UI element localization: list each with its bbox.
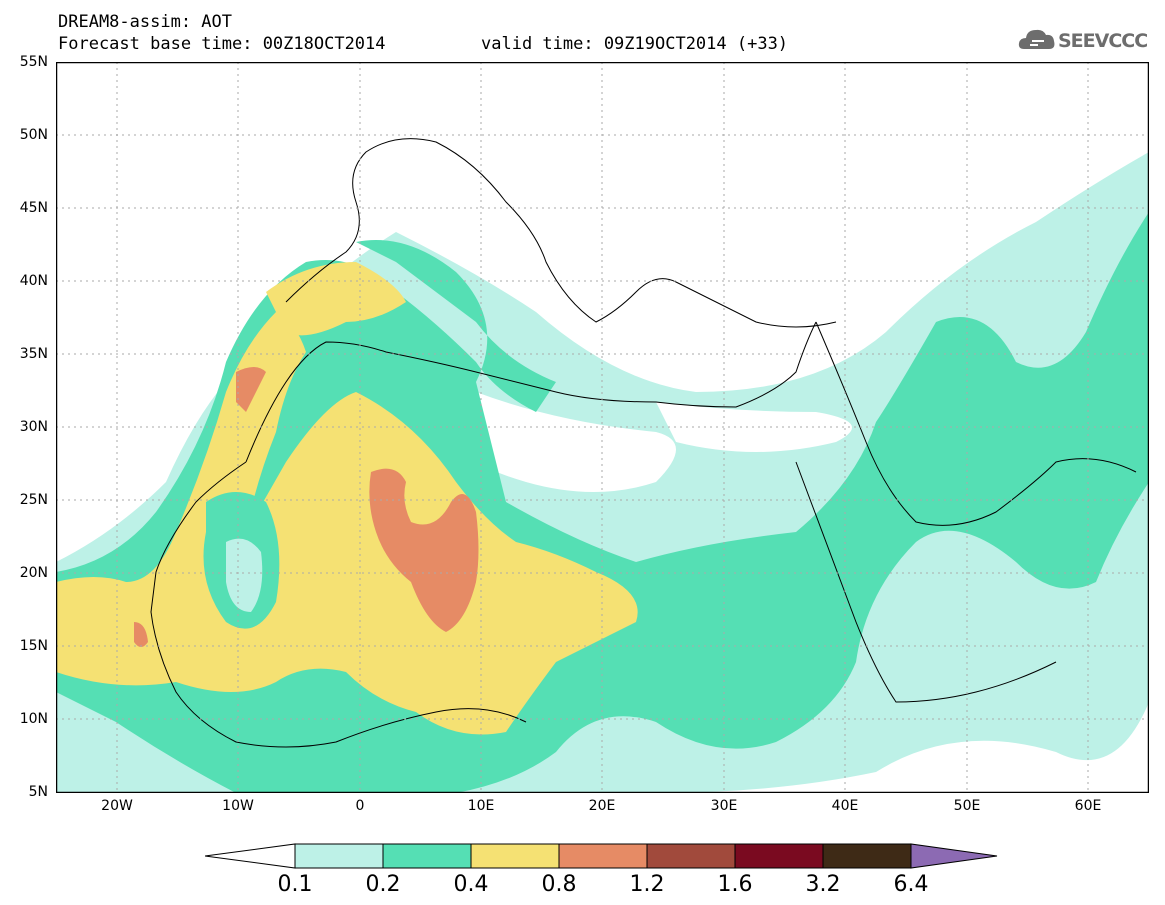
colorbar-label: 0.1	[277, 872, 313, 897]
colorbar-seg-6	[734, 843, 824, 869]
lon-label: 20W	[101, 798, 133, 814]
colorbar-label: 6.4	[893, 872, 929, 897]
lat-label: 35N	[19, 346, 48, 362]
title-line-1: DREAM8-assim: AOT	[58, 12, 232, 32]
aot-band-03	[56, 312, 638, 735]
lon-label: 20E	[588, 798, 616, 814]
lat-label: 10N	[19, 711, 48, 727]
colorbar-label: 0.4	[453, 872, 489, 897]
lat-label: 50N	[19, 127, 48, 143]
colorbar-seg-8	[910, 843, 998, 869]
lat-label: 45N	[19, 200, 48, 216]
colorbar-label: 3.2	[805, 872, 841, 897]
lat-label: 15N	[19, 638, 48, 654]
lon-label: 0	[355, 798, 365, 814]
colorbar-seg-7	[822, 843, 912, 869]
colorbar-label: 0.8	[541, 872, 577, 897]
lat-label: 25N	[19, 492, 48, 508]
lat-label: 30N	[19, 419, 48, 435]
coastline-05	[795, 461, 1057, 703]
title-line-2: Forecast base time: 00Z18OCT2014	[58, 34, 386, 54]
lat-label: 40N	[19, 273, 48, 289]
colorbar-label: 1.2	[629, 872, 665, 897]
aot-core-01	[369, 468, 479, 632]
lon-label: 40E	[831, 798, 859, 814]
colorbar-label: 1.6	[717, 872, 753, 897]
colorbar-seg-1	[294, 843, 384, 869]
colorbar-seg-2	[382, 843, 472, 869]
aot-inner-band-02	[226, 538, 263, 612]
valid-time-label: valid time: 09Z19OCT2014 (+33)	[481, 34, 789, 54]
lon-label: 50E	[953, 798, 981, 814]
colorbar-label: 0.2	[365, 872, 401, 897]
lon-label: 10W	[222, 798, 254, 814]
map-border	[56, 62, 1149, 793]
cloud-logo-icon	[1018, 29, 1055, 49]
colorbar-seg-4	[558, 843, 648, 869]
colorbar-seg-0	[205, 843, 296, 869]
lon-label: 10E	[467, 798, 495, 814]
lat-label: 55N	[19, 54, 48, 70]
coastline-03	[285, 138, 837, 328]
aot-map	[56, 62, 1149, 793]
coastline-02	[245, 321, 817, 463]
colorbar	[205, 843, 998, 869]
colorbar-seg-5	[646, 843, 736, 869]
aot-core-02	[236, 367, 266, 412]
lat-label: 5N	[28, 784, 48, 800]
aot-core-03	[134, 622, 148, 647]
aot-band-04	[266, 262, 406, 336]
coastline-04	[815, 321, 1137, 526]
logo-text: SEEVCCC	[1058, 30, 1148, 52]
coastline-01	[150, 461, 527, 748]
lon-label: 60E	[1074, 798, 1102, 814]
colorbar-seg-3	[470, 843, 560, 869]
lon-label: 30E	[710, 798, 738, 814]
lat-label: 20N	[19, 565, 48, 581]
